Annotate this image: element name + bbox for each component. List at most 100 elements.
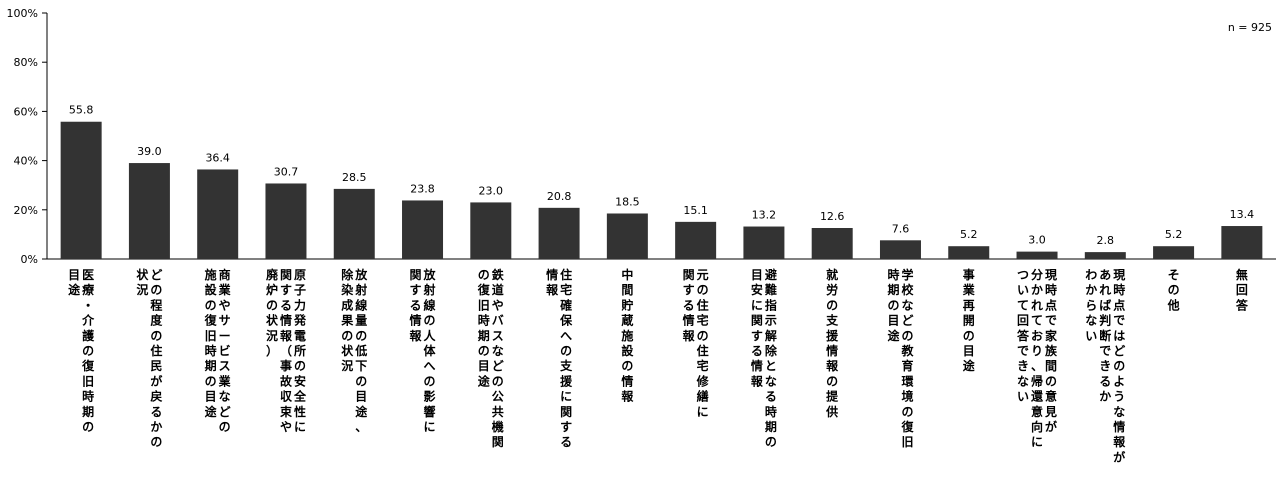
category-char: 保 — [559, 313, 573, 328]
category-char: に — [1031, 435, 1043, 449]
category-char: か — [1031, 283, 1043, 297]
category-char: の — [82, 344, 94, 358]
category-char: ス — [492, 329, 504, 343]
bar-value-label: 55.8 — [69, 104, 94, 117]
category-char: あ — [1099, 268, 1111, 282]
category-char: 況 — [266, 328, 278, 343]
category-char: 提 — [826, 389, 839, 404]
category-char: 復 — [204, 313, 218, 328]
bar-value-label: 23.0 — [479, 184, 504, 197]
category-char: 低 — [354, 343, 367, 358]
category-char: 学 — [901, 267, 913, 282]
category-char: る — [1099, 374, 1111, 388]
category-char: 確 — [560, 297, 572, 312]
category-char: 就 — [826, 267, 838, 282]
category-char: 報 — [410, 328, 423, 343]
category-char: 事 — [280, 358, 292, 373]
category-char: 下 — [355, 359, 367, 373]
category-char: な — [901, 298, 913, 312]
category-char: 住 — [697, 297, 709, 312]
category-char: の — [963, 329, 975, 343]
category-char: 修 — [696, 373, 710, 388]
category-char: は — [1113, 329, 1125, 343]
category-char: 全 — [293, 389, 307, 404]
category-char: の — [826, 298, 838, 312]
category-char: 業 — [962, 282, 976, 297]
category-char: 途 — [205, 404, 218, 419]
category-char: 意 — [1031, 404, 1043, 419]
category-char: 護 — [82, 328, 95, 343]
category-char: の — [560, 344, 572, 358]
bar-value-label: 20.8 — [547, 190, 572, 203]
category-char: に — [294, 420, 306, 434]
category-char: の — [205, 374, 217, 388]
category-char: 所 — [294, 343, 306, 358]
category-char: の — [1045, 374, 1057, 388]
category-char: の — [765, 435, 777, 449]
category-char: 間 — [1045, 359, 1057, 373]
category-char: ー — [219, 329, 231, 343]
category-char: る — [280, 298, 292, 312]
y-tick-label: 100% — [7, 7, 38, 20]
category-char: 情 — [1113, 419, 1125, 434]
y-tick-label: 40% — [14, 155, 38, 168]
category-char: る — [560, 435, 572, 449]
category-char: 状 — [341, 343, 354, 358]
category-char: 設 — [621, 343, 634, 358]
category-char: 指 — [765, 297, 777, 312]
category-char: に — [560, 390, 572, 404]
category-char: 廃 — [266, 267, 279, 282]
bar — [60, 121, 102, 260]
category-char: 支 — [559, 358, 573, 373]
category-char: 供 — [825, 404, 838, 419]
category-char: な — [765, 374, 777, 388]
category-char: 報 — [826, 358, 839, 373]
category-char: に — [697, 405, 709, 419]
category-char: 炉 — [266, 282, 278, 297]
category-char: 時 — [478, 313, 490, 328]
bar — [538, 207, 580, 259]
category-char: 施 — [205, 267, 217, 282]
bar-value-label: 2.8 — [1097, 234, 1115, 247]
category-char: の — [219, 420, 231, 434]
category-char: 住 — [697, 343, 709, 358]
bar-value-label: 15.1 — [683, 204, 708, 217]
category-char: な — [1017, 374, 1029, 388]
category-char: ・ — [82, 298, 94, 312]
category-char: 帰 — [1031, 373, 1043, 388]
category-char: や — [280, 420, 292, 434]
category-char: 染 — [340, 282, 354, 297]
category-char: 目 — [68, 268, 80, 282]
category-char: 果 — [340, 314, 353, 328]
bars-group: 55.8 39.0 36.4 30.7 28.5 23.8 23.0 20.8 18.5 15.1… — [60, 104, 1263, 260]
category-char: 情 — [751, 358, 763, 373]
category-char: 関 — [683, 268, 695, 282]
category-char: な — [492, 344, 504, 358]
category-char: と — [765, 359, 777, 373]
category-char: の — [424, 374, 436, 388]
category-char: 回 — [1017, 314, 1029, 328]
category-char: 解 — [765, 328, 777, 343]
category-label: 無回答 — [1236, 267, 1249, 312]
category-char: の — [492, 374, 504, 388]
category-char: 報 — [546, 282, 559, 297]
category-char: 環 — [901, 374, 914, 388]
category-char: 支 — [825, 313, 839, 328]
category-char: サ — [219, 314, 231, 328]
category-char: や — [492, 298, 504, 312]
y-axis: 0% 20% 40% 60% 80% 100% — [7, 7, 1276, 266]
category-char: 期 — [887, 282, 899, 297]
category-char: ス — [219, 359, 231, 373]
category-char: 期 — [205, 358, 217, 373]
category-char: 蔵 — [621, 313, 633, 328]
category-char: の — [341, 329, 353, 343]
category-char: な — [1085, 314, 1097, 328]
category-char: な — [219, 390, 231, 404]
category-char: 設 — [205, 282, 218, 297]
category-char: 宅 — [697, 313, 709, 328]
